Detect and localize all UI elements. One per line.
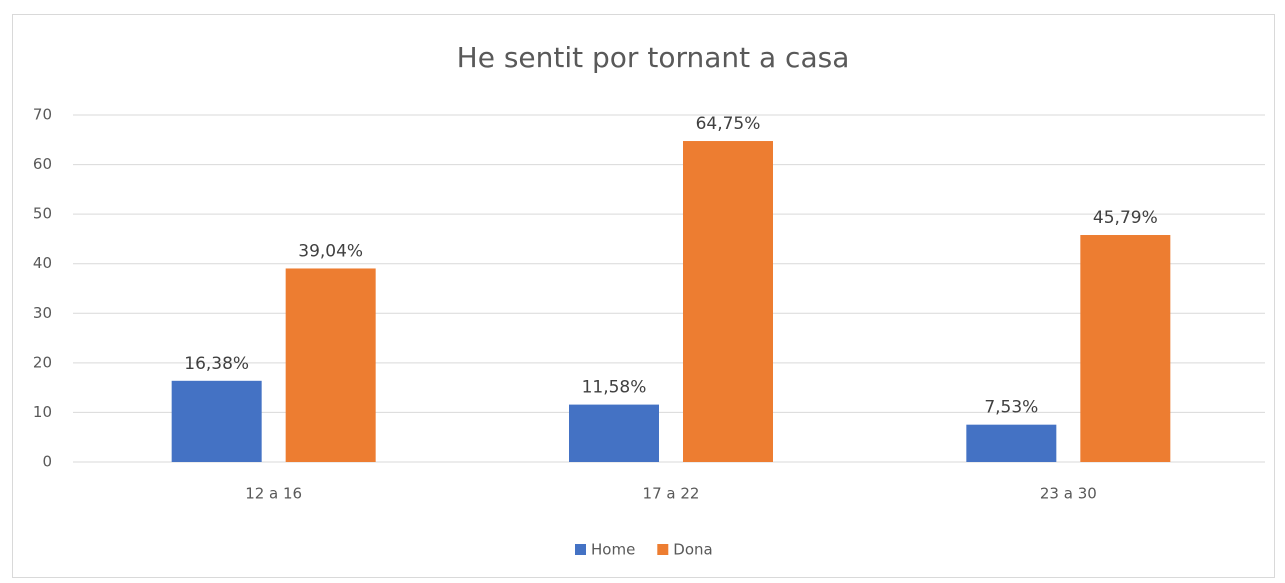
y-tick-label: 30 [33,304,52,322]
value-label: 45,79% [1093,208,1158,228]
y-tick-label: 0 [42,453,52,471]
value-label: 16,38% [184,354,249,374]
legend-swatch [575,544,586,555]
bar [966,424,1057,462]
chart-title: He sentit por tornant a casa [457,41,850,74]
bar [683,141,773,462]
bar [285,268,376,462]
legend-swatch [657,544,669,555]
y-tick-label: 60 [33,155,52,173]
legend-label: Home [591,541,635,559]
chart-border [12,14,1275,578]
value-label: 7,53% [984,398,1038,418]
bar [171,380,262,462]
x-tick-label: 17 a 22 [643,485,700,503]
y-tick-label: 10 [33,403,52,421]
y-tick-label: 40 [33,254,52,272]
bar [1080,235,1171,462]
y-tick-label: 20 [33,353,52,371]
bar [569,404,659,462]
value-label: 39,04% [298,241,363,261]
x-tick-label: 12 a 16 [245,485,302,503]
x-tick-label: 23 a 30 [1040,485,1097,503]
legend-label: Dona [673,541,712,559]
y-tick-label: 50 [33,205,52,223]
y-tick-label: 70 [33,106,52,124]
value-label: 64,75% [696,114,761,134]
value-label: 11,58% [582,378,647,398]
